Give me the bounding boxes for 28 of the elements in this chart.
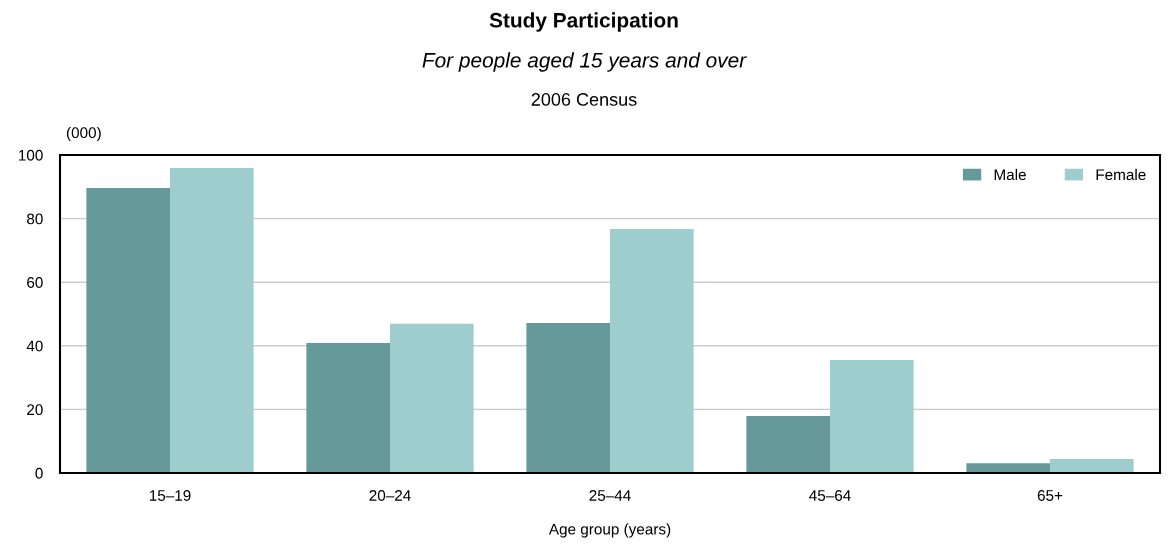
x-axis-title: Age group (years) bbox=[548, 523, 671, 538]
legend-label: Male bbox=[994, 168, 1026, 181]
x-tick-label: 25–44 bbox=[589, 490, 631, 501]
bar bbox=[830, 360, 914, 473]
x-tick-label: 20–24 bbox=[369, 490, 411, 501]
y-axis-title: (000) bbox=[66, 126, 101, 142]
y-tick-label: 60 bbox=[27, 277, 43, 288]
chart-subtitle: For people aged 15 years and over bbox=[422, 52, 747, 72]
bar bbox=[610, 229, 694, 473]
y-tick-label: 100 bbox=[19, 149, 43, 161]
bar bbox=[86, 188, 170, 473]
y-tick-label: 40 bbox=[26, 340, 43, 352]
y-tick-label: 80 bbox=[27, 213, 43, 225]
x-tick-label: 45–64 bbox=[809, 490, 851, 501]
bar bbox=[390, 323, 474, 473]
legend-label: Female bbox=[1096, 168, 1146, 181]
bar bbox=[170, 168, 254, 473]
y-tick-label: 20 bbox=[27, 404, 43, 416]
bar bbox=[746, 416, 830, 473]
bar bbox=[966, 463, 1050, 473]
chart-title: Study Participation bbox=[489, 12, 678, 32]
bar bbox=[306, 342, 390, 473]
bar bbox=[526, 322, 610, 473]
x-tick-label: 15–19 bbox=[149, 490, 191, 501]
x-tick-label: 65+ bbox=[1037, 490, 1063, 501]
bar bbox=[1050, 459, 1134, 473]
y-tick-label: 0 bbox=[35, 467, 43, 479]
text: 2006 Census bbox=[531, 93, 637, 106]
